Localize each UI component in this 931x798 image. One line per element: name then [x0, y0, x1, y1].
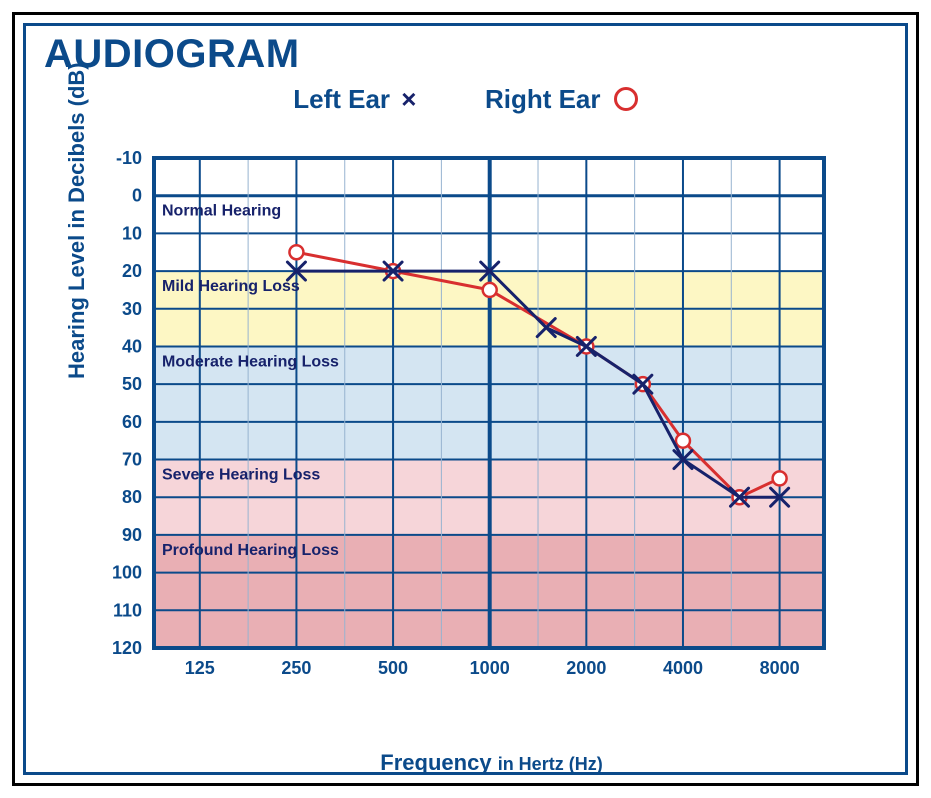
band-label: Normal Hearing [162, 203, 281, 220]
x-marker-icon: × [397, 84, 420, 114]
y-tick-label: 60 [122, 412, 142, 432]
right-ear-marker [773, 471, 787, 485]
x-tick-label: 500 [378, 658, 408, 678]
right-ear-marker [483, 283, 497, 297]
x-tick-label: 1000 [470, 658, 510, 678]
x-tick-label: 8000 [760, 658, 800, 678]
y-tick-label: 10 [122, 223, 142, 243]
legend: Left Ear × Right Ear [26, 84, 905, 115]
y-tick-label: 20 [122, 261, 142, 281]
y-tick-label: 100 [112, 563, 142, 583]
x-axis-label-main: Frequency [380, 750, 491, 775]
band-label: Profound Hearing Loss [162, 542, 339, 559]
x-axis-label: Frequency in Hertz (Hz) [26, 750, 931, 776]
legend-left-label: Left Ear [293, 84, 390, 114]
x-tick-label: 125 [185, 658, 215, 678]
audiogram-chart: Normal Hearing Mild Hearing Loss Moderate … [144, 148, 844, 688]
right-ear-marker [289, 245, 303, 259]
band-label: Severe Hearing Loss [162, 467, 320, 484]
x-tick-label: 250 [281, 658, 311, 678]
y-tick-label: 70 [122, 450, 142, 470]
y-tick-label: 50 [122, 374, 142, 394]
x-axis-label-sub: in Hertz (Hz) [498, 754, 603, 774]
band-label: Mild Hearing Loss [162, 278, 300, 295]
inner-frame: AUDIOGRAM Left Ear × Right Ear Hearing L… [23, 23, 908, 775]
y-tick-label: 0 [132, 186, 142, 206]
y-axis-label: Hearing Level in Decibels (dB) [64, 62, 90, 379]
circle-marker-icon [614, 87, 638, 111]
y-tick-label: 40 [122, 336, 142, 356]
band-label: Moderate Hearing Loss [162, 353, 339, 370]
y-tick-label: 30 [122, 299, 142, 319]
y-tick-label: -10 [116, 148, 142, 168]
x-tick-label: 4000 [663, 658, 703, 678]
y-tick-label: 110 [113, 600, 142, 620]
chart-area: Normal Hearing Mild Hearing Loss Moderate … [144, 148, 844, 688]
y-tick-label: 80 [122, 487, 142, 507]
x-tick-label: 2000 [566, 658, 606, 678]
legend-right-label: Right Ear [485, 84, 601, 114]
y-tick-label: 90 [122, 525, 142, 545]
outer-frame: AUDIOGRAM Left Ear × Right Ear Hearing L… [12, 12, 919, 786]
y-tick-label: 120 [112, 638, 142, 658]
right-ear-marker [676, 434, 690, 448]
